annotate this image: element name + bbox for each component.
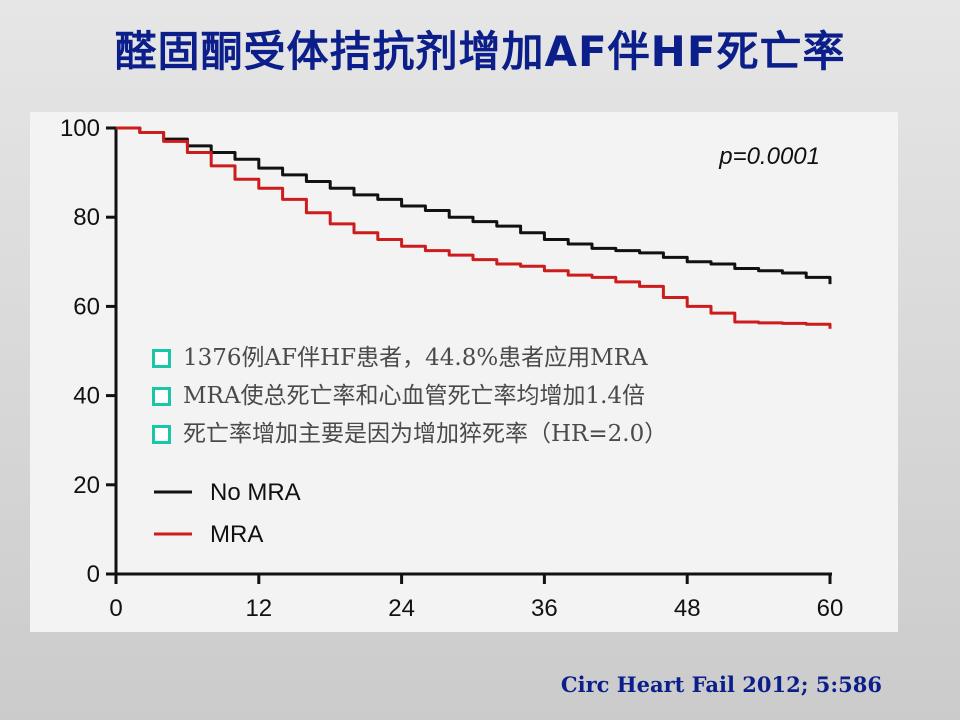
bullet-text: 1376例AF伴HF患者，44.8%患者应用MRA [183, 345, 648, 371]
square-bullet-icon [152, 386, 171, 406]
y-tick-label: 100 [60, 115, 100, 142]
citation: Circ Heart Fail 2012; 5:586 [560, 672, 882, 697]
x-tick-label: 36 [531, 595, 558, 622]
bullet-list: 1376例AF伴HF患者，44.8%患者应用MRA MRA使总死亡率和心血管死亡… [152, 339, 852, 453]
square-bullet-icon [152, 348, 171, 368]
y-tick-label: 0 [87, 561, 100, 588]
bullet-text: 死亡率增加主要是因为增加猝死率（HR=2.0） [183, 421, 668, 447]
square-bullet-icon [152, 424, 171, 444]
series-line-mra [116, 126, 832, 329]
legend-label: No MRA [210, 479, 301, 506]
bullet-item: 1376例AF伴HF患者，44.8%患者应用MRA [152, 339, 852, 377]
p-value-annotation: p=0.0001 [718, 143, 820, 170]
x-tick-label: 0 [109, 595, 122, 622]
bullet-item: 死亡率增加主要是因为增加猝死率（HR=2.0） [152, 415, 852, 453]
legend-label: MRA [210, 521, 263, 548]
survival-chart: 0 20 40 60 80 100 0 12 24 36 48 60 p=0.0001 No MRA MRA [60, 115, 844, 622]
chart-panel: 0 20 40 60 80 100 0 12 24 36 48 60 p=0.0001 No MRA MRA [30, 112, 898, 632]
y-tick-label: 20 [73, 472, 100, 499]
x-tick-label: 60 [817, 595, 844, 622]
x-tick-label: 12 [245, 595, 272, 622]
x-tick-label: 48 [674, 595, 701, 622]
x-tick-label: 24 [388, 595, 415, 622]
y-tick-label: 60 [73, 293, 100, 320]
y-tick-label: 80 [73, 204, 100, 231]
y-tick-label: 40 [73, 383, 100, 410]
series-line-no-mra [116, 126, 832, 285]
slide-title: 醛固酮受体拮抗剂增加AF伴HF死亡率 [114, 27, 846, 76]
bullet-text: MRA使总死亡率和心血管死亡率均增加1.4倍 [183, 383, 646, 409]
bullet-item: MRA使总死亡率和心血管死亡率均增加1.4倍 [152, 377, 852, 415]
